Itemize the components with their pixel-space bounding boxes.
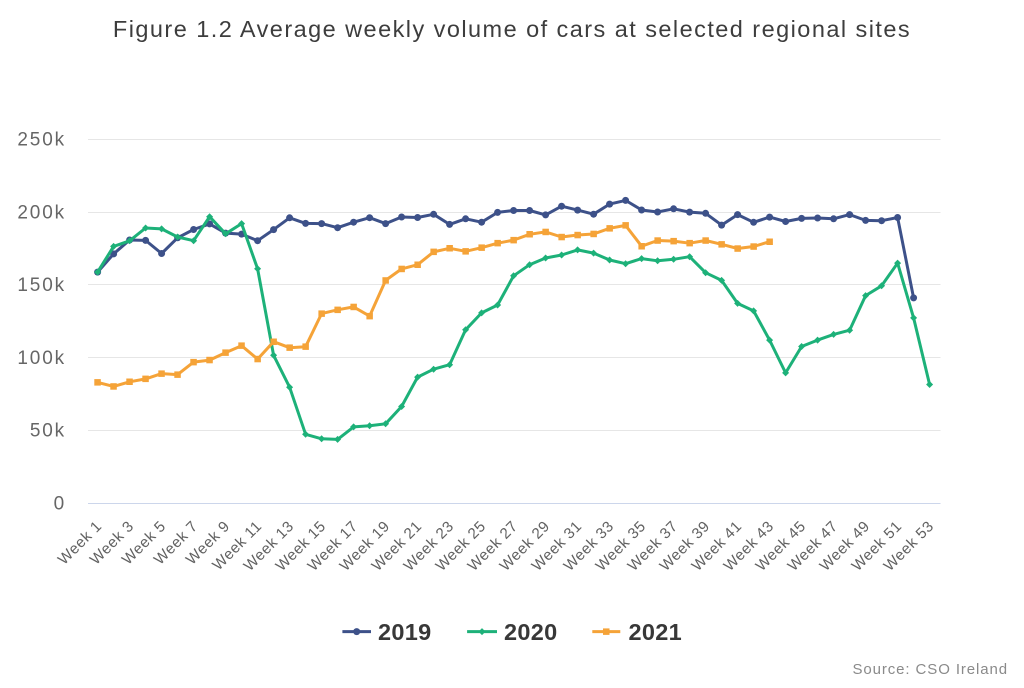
svg-text:200k: 200k [17,202,66,223]
svg-text:150k: 150k [17,275,66,296]
svg-text:250k: 250k [17,130,66,151]
svg-text:2020: 2020 [504,619,557,645]
svg-text:Figure 1.2 Average weekly volu: Figure 1.2 Average weekly volume of cars… [113,16,911,42]
svg-text:2021: 2021 [629,619,682,645]
svg-text:50k: 50k [30,421,66,442]
svg-text:Source: CSO Ireland: Source: CSO Ireland [853,661,1009,678]
svg-text:0: 0 [54,494,66,515]
svg-text:100k: 100k [17,348,66,369]
svg-text:2019: 2019 [378,619,431,645]
